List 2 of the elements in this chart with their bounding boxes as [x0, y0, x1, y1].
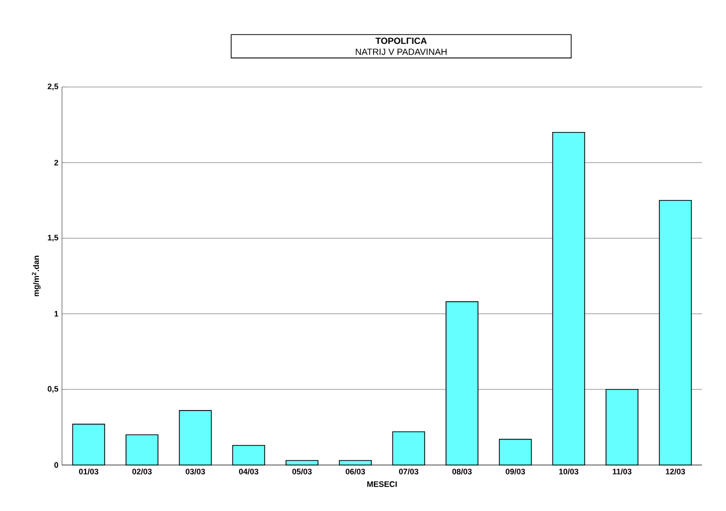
chart-subtitle: NATRIJ V PADAVINAH [356, 48, 447, 55]
chart-title: TOPOLΓICA [376, 38, 427, 44]
